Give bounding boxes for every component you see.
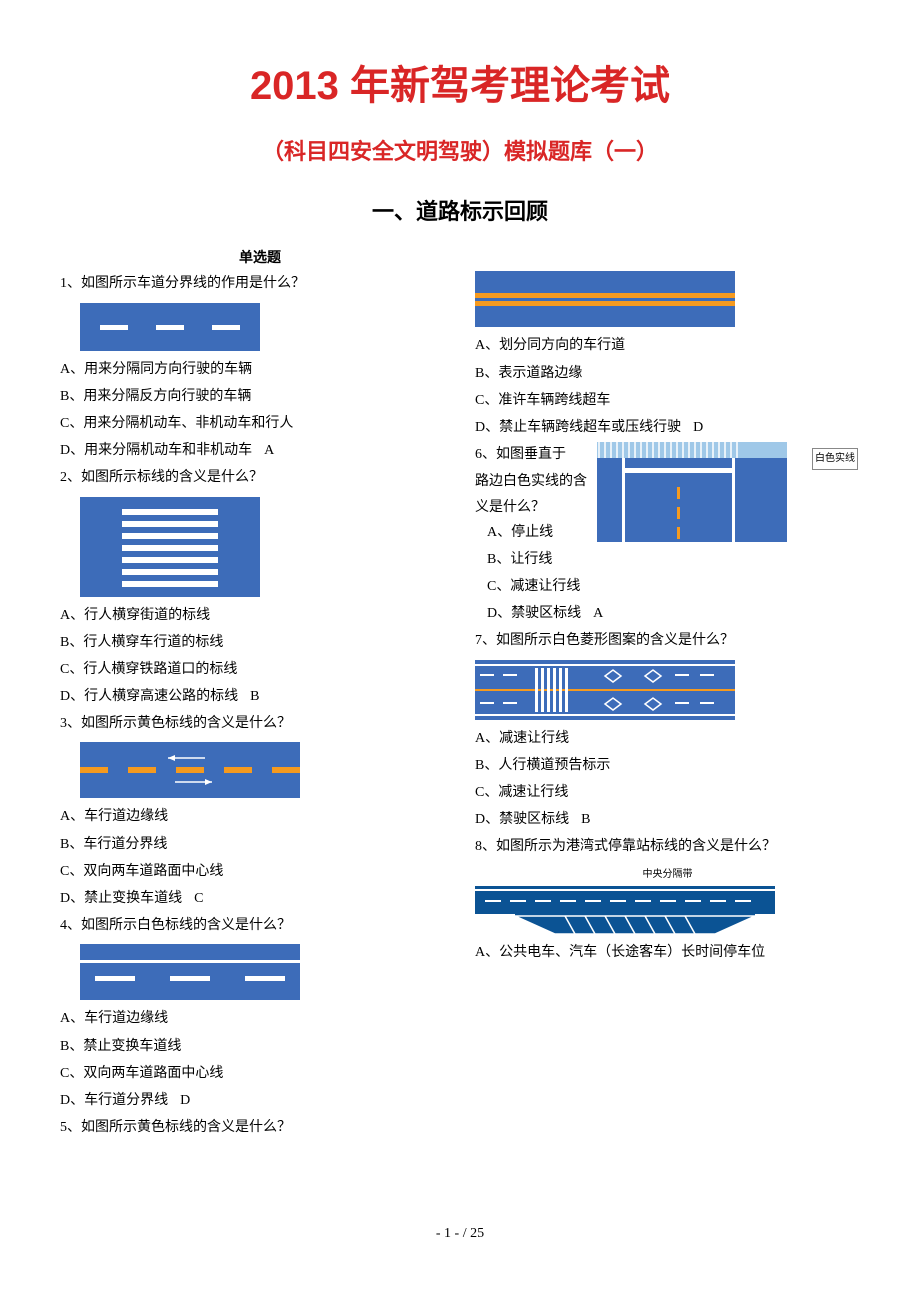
q3-opt-d: D、禁止变换车道线C xyxy=(60,886,445,911)
q4-figure xyxy=(80,944,445,1000)
q6-opt-a: A、停止线 xyxy=(475,520,587,545)
q6-figure: 白色实线 xyxy=(597,442,860,542)
q5-figure xyxy=(475,271,860,327)
q7-opt-c: C、减速让行线 xyxy=(475,780,860,805)
q5-opt-d: D、禁止车辆跨线超车或压线行驶D xyxy=(475,415,860,440)
q8-image-label: 中央分隔带 xyxy=(475,866,860,884)
q4-opt-a: A、车行道边缘线 xyxy=(60,1006,445,1031)
question-8: 8、如图所示为港湾式停靠站标线的含义是什么？ xyxy=(475,834,860,859)
section-heading: 一、道路标示回顾 xyxy=(60,192,860,232)
q1-opt-d: D、用来分隔机动车和非机动车A xyxy=(60,438,445,463)
q2-figure xyxy=(80,497,445,597)
q2-opt-b: B、行人横穿车行道的标线 xyxy=(60,630,445,655)
q1-opt-a: A、用来分隔同方向行驶的车辆 xyxy=(60,357,445,382)
document-title: 2013 年新驾考理论考试 xyxy=(60,50,860,122)
q3-opt-b: B、车行道分界线 xyxy=(60,832,445,857)
q1-opt-b: B、用来分隔反方向行驶的车辆 xyxy=(60,384,445,409)
q7-opt-a: A、减速让行线 xyxy=(475,726,860,751)
q6-opt-d: D、禁驶区标线A xyxy=(475,601,860,626)
page-footer: - 1 - / 25 xyxy=(60,1221,860,1246)
q6-image-label: 白色实线 xyxy=(812,448,858,470)
q6-opt-b: B、让行线 xyxy=(475,547,587,572)
q3-figure xyxy=(80,742,445,798)
q7-figure xyxy=(475,660,860,720)
q2-opt-d: D、行人横穿高速公路的标线B xyxy=(60,684,445,709)
q5-opt-b: B、表示道路边缘 xyxy=(475,361,860,386)
question-6: 6、如图垂直于 路边白色实线的含 义是什么？ A、停止线 B、让行线 白色实线 xyxy=(475,442,860,574)
q5-opt-c: C、准许车辆跨线超车 xyxy=(475,388,860,413)
question-5: 5、如图所示黄色标线的含义是什么？ xyxy=(60,1115,445,1140)
question-type-label: 单选题 xyxy=(60,246,460,271)
question-3: 3、如图所示黄色标线的含义是什么？ xyxy=(60,711,445,736)
content-columns: 1、如图所示车道分界线的作用是什么？ A、用来分隔同方向行驶的车辆 B、用来分隔… xyxy=(60,271,860,1201)
q1-figure xyxy=(80,303,445,351)
q5-opt-a: A、划分同方向的车行道 xyxy=(475,333,860,358)
question-4: 4、如图所示白色标线的含义是什么？ xyxy=(60,913,445,938)
document-subtitle: （科目四安全文明驾驶）模拟题库（一） xyxy=(60,132,860,172)
q3-opt-a: A、车行道边缘线 xyxy=(60,804,445,829)
q6-opt-c: C、减速让行线 xyxy=(475,574,860,599)
q3-opt-c: C、双向两车道路面中心线 xyxy=(60,859,445,884)
q4-opt-c: C、双向两车道路面中心线 xyxy=(60,1061,445,1086)
q4-opt-b: B、禁止变换车道线 xyxy=(60,1034,445,1059)
q8-opt-a: A、公共电车、汽车（长途客车）长时间停车位 xyxy=(475,940,860,965)
q4-opt-d: D、车行道分界线D xyxy=(60,1088,445,1113)
question-2: 2、如图所示标线的含义是什么？ xyxy=(60,465,445,490)
q8-figure: 中央分隔带 xyxy=(475,866,860,934)
question-1: 1、如图所示车道分界线的作用是什么？ xyxy=(60,271,445,296)
q7-opt-b: B、人行横道预告标示 xyxy=(475,753,860,778)
q1-opt-c: C、用来分隔机动车、非机动车和行人 xyxy=(60,411,445,436)
q7-opt-d: D、禁驶区标线B xyxy=(475,807,860,832)
question-7: 7、如图所示白色菱形图案的含义是什么？ xyxy=(475,628,860,653)
q2-opt-a: A、行人横穿街道的标线 xyxy=(60,603,445,628)
q2-opt-c: C、行人横穿铁路道口的标线 xyxy=(60,657,445,682)
